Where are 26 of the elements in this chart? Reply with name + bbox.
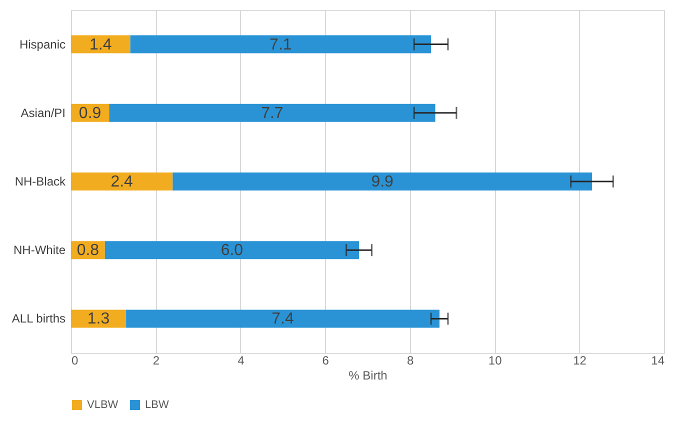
y-tick-label: NH-White xyxy=(13,243,66,258)
data-label: 7.4 xyxy=(272,310,294,328)
y-tick-label: ALL births xyxy=(12,312,66,326)
data-label: 6.0 xyxy=(220,242,244,260)
x-tick-label: 4 xyxy=(238,354,245,368)
data-label: 0.8 xyxy=(76,242,100,260)
data-label: 2.4 xyxy=(110,174,134,190)
y-tick-label: Asian/PI xyxy=(20,106,66,120)
data-label: 7.1 xyxy=(270,36,292,54)
legend-label: LBW xyxy=(145,399,170,411)
data-label: 1.4 xyxy=(90,36,112,54)
y-tick-label: Hispanic xyxy=(19,37,66,52)
y-tick-label: NH-Black xyxy=(14,174,66,188)
x-tick-label: 10 xyxy=(488,354,502,368)
x-tick-label: 14 xyxy=(651,354,665,368)
x-tick-label: 12 xyxy=(573,354,587,368)
x-tick-label: 6 xyxy=(322,354,330,368)
data-label: 1.3 xyxy=(87,310,110,328)
legend-label: VLBW xyxy=(87,399,119,411)
x-tick-label: 0 xyxy=(72,354,78,368)
x-tick-label: 8 xyxy=(407,354,414,368)
data-label: 0.9 xyxy=(78,104,102,122)
x-tick-label: 2 xyxy=(152,354,160,368)
data-label: 7.7 xyxy=(261,104,284,122)
data-label: 9.9 xyxy=(371,174,394,190)
x-axis-title: % Birth xyxy=(348,368,388,382)
